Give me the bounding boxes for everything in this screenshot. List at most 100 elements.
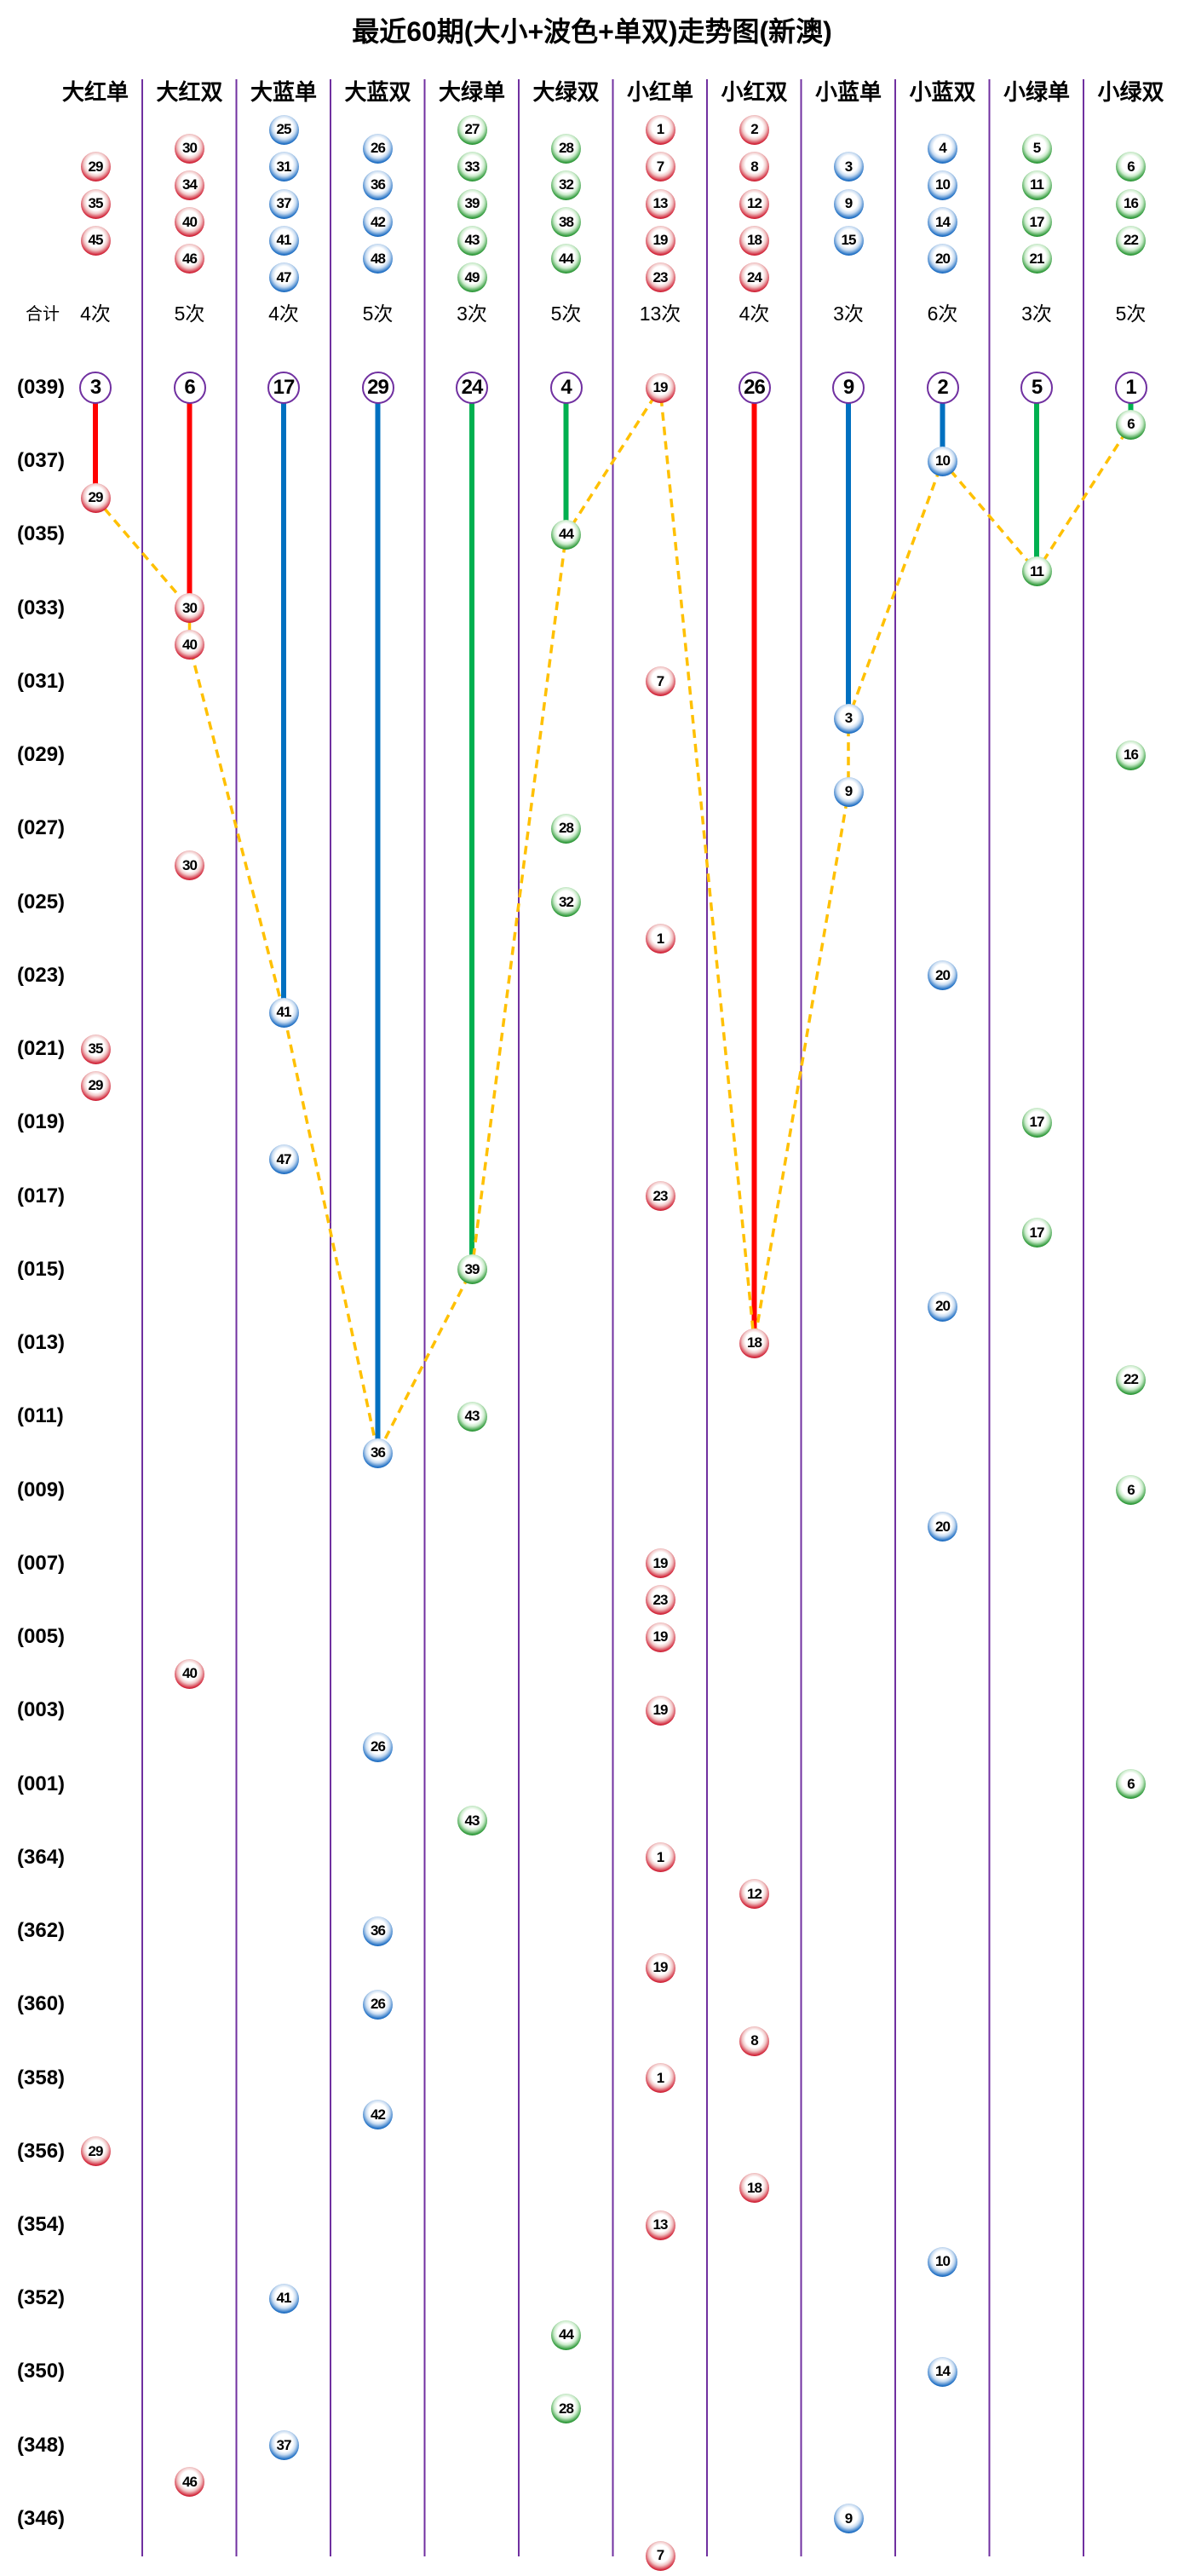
- column-count: 4次: [268, 303, 299, 325]
- draw-ball: 6: [1116, 1769, 1146, 1800]
- column-count: 5次: [174, 303, 205, 325]
- header-ball: 30: [175, 133, 204, 164]
- column-count: 5次: [362, 303, 394, 325]
- period-label: (354): [17, 2213, 66, 2236]
- header-ball: 16: [1116, 188, 1146, 219]
- header-ball: 21: [1021, 244, 1052, 274]
- period-label: (356): [17, 2139, 66, 2163]
- draw-ball: 19: [645, 1548, 675, 1579]
- omission-circle: 3: [79, 372, 112, 404]
- column-header: 小绿双: [1097, 79, 1164, 105]
- column-count: 4次: [739, 303, 770, 325]
- period-label: (003): [17, 1698, 66, 1722]
- draw-ball: 30: [175, 850, 204, 881]
- period-label: (358): [17, 2066, 66, 2089]
- column-header: 小红双: [721, 79, 788, 105]
- draw-ball: 9: [833, 776, 864, 807]
- draw-ball: 40: [175, 630, 204, 660]
- draw-ball: 18: [739, 2173, 769, 2204]
- period-label: (013): [17, 1331, 66, 1355]
- header-ball: 12: [739, 188, 769, 219]
- omission-circle: 17: [267, 372, 300, 404]
- period-label: (021): [17, 1037, 66, 1061]
- draw-ball: 26: [363, 1732, 393, 1762]
- omission-circle: 9: [832, 372, 865, 404]
- period-label: (346): [17, 2506, 66, 2530]
- column-header: 小红单: [626, 79, 693, 105]
- header-ball: 25: [268, 114, 299, 145]
- header-ball: 49: [457, 262, 487, 293]
- draw-ball: 9: [833, 2504, 864, 2534]
- draw-ball: 20: [928, 1512, 957, 1542]
- column-count: 3次: [833, 303, 864, 325]
- header-ball: 28: [551, 133, 581, 164]
- total-label: 合计: [26, 305, 60, 324]
- draw-ball: 29: [80, 1070, 111, 1101]
- omission-circle: 2: [926, 372, 959, 404]
- header-ball: 17: [1021, 207, 1052, 238]
- period-label: (025): [17, 890, 66, 913]
- period-label: (352): [17, 2286, 66, 2310]
- draw-ball: 6: [1116, 1475, 1146, 1506]
- period-label: (348): [17, 2433, 66, 2457]
- draw-ball: 36: [363, 1438, 393, 1468]
- header-ball: 33: [457, 152, 487, 182]
- draw-ball: 7: [645, 2540, 675, 2571]
- header-ball: 44: [551, 244, 581, 274]
- draw-ball: 10: [928, 446, 957, 476]
- column-header: 大红双: [156, 79, 223, 105]
- header-ball: 36: [363, 170, 393, 200]
- draw-ball: 19: [645, 372, 675, 403]
- draw-ball: 19: [645, 1695, 675, 1726]
- column-count: 5次: [550, 303, 582, 325]
- header-ball: 2: [739, 114, 769, 145]
- period-label: (011): [17, 1404, 64, 1428]
- period-label: (350): [17, 2360, 66, 2383]
- header-ball: 45: [80, 225, 111, 256]
- draw-ball: 12: [739, 1879, 769, 1910]
- draw-ball: 35: [80, 1034, 111, 1064]
- omission-circle: 26: [738, 372, 771, 404]
- draw-ball: 11: [1021, 556, 1052, 587]
- column-count: 5次: [1115, 303, 1147, 325]
- column-header: 大红单: [61, 79, 129, 105]
- draw-ball: 1: [645, 924, 675, 954]
- draw-ball: 37: [268, 2430, 299, 2461]
- period-label: (015): [17, 1257, 66, 1281]
- header-ball: 40: [175, 207, 204, 238]
- period-label: (039): [17, 376, 66, 399]
- header-ball: 46: [175, 244, 204, 274]
- draw-ball: 29: [80, 482, 111, 513]
- header-ball: 7: [645, 152, 675, 182]
- column-count: 6次: [927, 303, 958, 325]
- draw-ball: 30: [175, 593, 204, 624]
- draw-ball: 26: [363, 1989, 393, 2020]
- period-label: (364): [17, 1845, 66, 1869]
- header-ball: 20: [928, 244, 957, 274]
- header-ball: 8: [739, 152, 769, 182]
- draw-ball: 22: [1116, 1364, 1146, 1395]
- period-label: (005): [17, 1625, 66, 1649]
- header-ball: 11: [1021, 170, 1052, 200]
- draw-ball: 8: [739, 2026, 769, 2056]
- header-ball: 19: [645, 225, 675, 256]
- header-ball: 27: [457, 114, 487, 145]
- header-ball: 3: [833, 152, 864, 182]
- header-ball: 14: [928, 207, 957, 238]
- draw-ball: 23: [645, 1181, 675, 1212]
- omission-circle: 5: [1020, 372, 1053, 404]
- draw-ball: 19: [645, 1952, 675, 1983]
- draw-ball: 20: [928, 960, 957, 991]
- header-ball: 41: [268, 225, 299, 256]
- period-label: (017): [17, 1184, 66, 1207]
- column-header: 小蓝双: [909, 79, 976, 105]
- draw-ball: 29: [80, 2136, 111, 2167]
- draw-ball: 36: [363, 1916, 393, 1946]
- draw-ball: 14: [928, 2356, 957, 2387]
- draw-ball: 16: [1116, 740, 1146, 770]
- draw-ball: 44: [551, 2320, 581, 2350]
- header-ball: 37: [268, 188, 299, 219]
- draw-ball: 43: [457, 1806, 487, 1836]
- column-header: 小绿单: [1003, 79, 1070, 105]
- draw-ball: 42: [363, 2100, 393, 2130]
